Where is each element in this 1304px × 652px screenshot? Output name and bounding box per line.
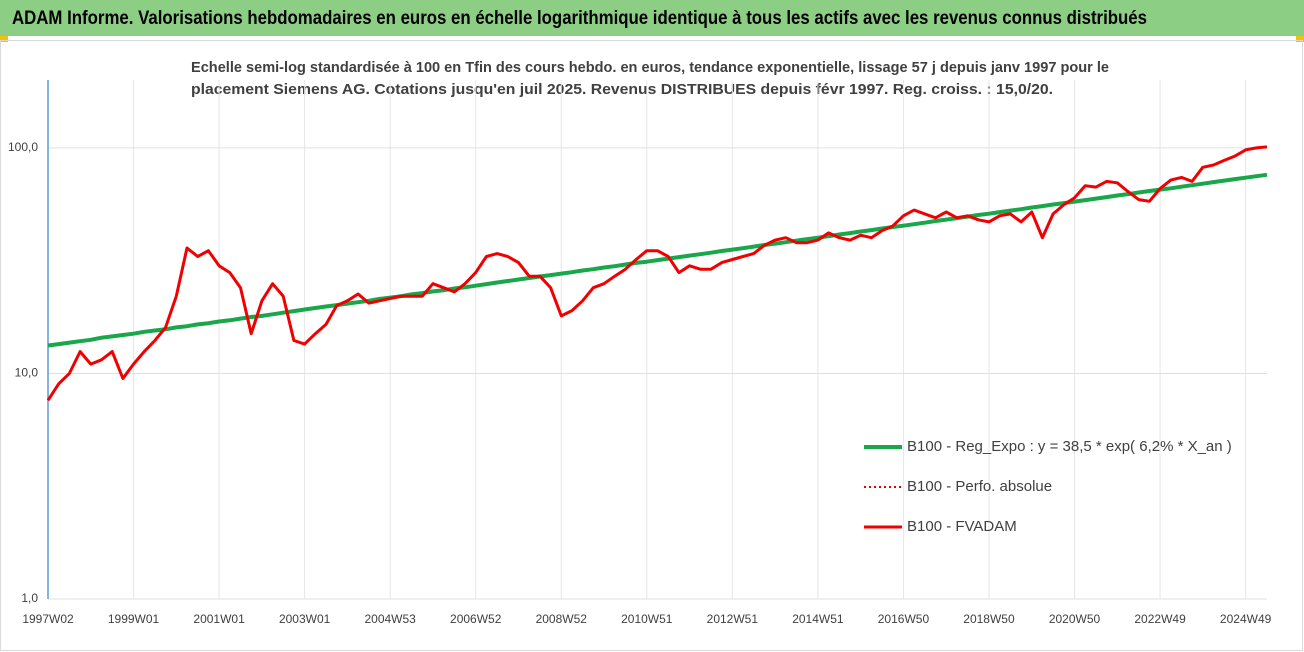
legend-label: B100 - Reg_Expo : y = 38,5 * exp( 6,2% *…: [907, 438, 1232, 455]
x-tick-label: 2020W50: [1049, 612, 1101, 626]
legend-label: B100 - FVADAM: [907, 518, 1017, 535]
legend-label: B100 - Perfo. absolue: [907, 478, 1052, 495]
title-bar: [0, 0, 1304, 36]
x-tick-label: 2014W51: [792, 612, 844, 626]
chart-border: [0, 40, 1303, 651]
x-tick-label: 1997W02: [22, 612, 74, 626]
y-tick-label: 100,0: [8, 140, 38, 154]
y-tick-label: 10,0: [15, 366, 39, 380]
corner: [1296, 36, 1304, 42]
x-tick-label: 2010W51: [621, 612, 673, 626]
x-tick-label: 1999W01: [108, 612, 160, 626]
y-tick-label: 1,0: [21, 591, 38, 605]
corner: [0, 36, 8, 42]
x-tick-label: 2006W52: [450, 612, 502, 626]
x-tick-label: 2008W52: [536, 612, 588, 626]
x-tick-label: 2001W01: [193, 612, 245, 626]
chart-title: ADAM Informe. Valorisations hebdomadaire…: [12, 8, 1147, 29]
x-tick-label: 2004W53: [364, 612, 416, 626]
x-tick-label: 2003W01: [279, 612, 331, 626]
chart-subtitle: placement Siemens AG. Cotations jusqu'en…: [191, 81, 1053, 98]
series-line: [46, 145, 1268, 402]
chart-subtitle: Echelle semi-log standardisée à 100 en T…: [191, 59, 1109, 76]
x-tick-label: 2012W51: [707, 612, 759, 626]
x-tick-label: 2016W50: [878, 612, 930, 626]
x-tick-label: 2018W50: [963, 612, 1015, 626]
x-tick-label: 2024W49: [1220, 612, 1272, 626]
x-tick-label: 2022W49: [1134, 612, 1186, 626]
